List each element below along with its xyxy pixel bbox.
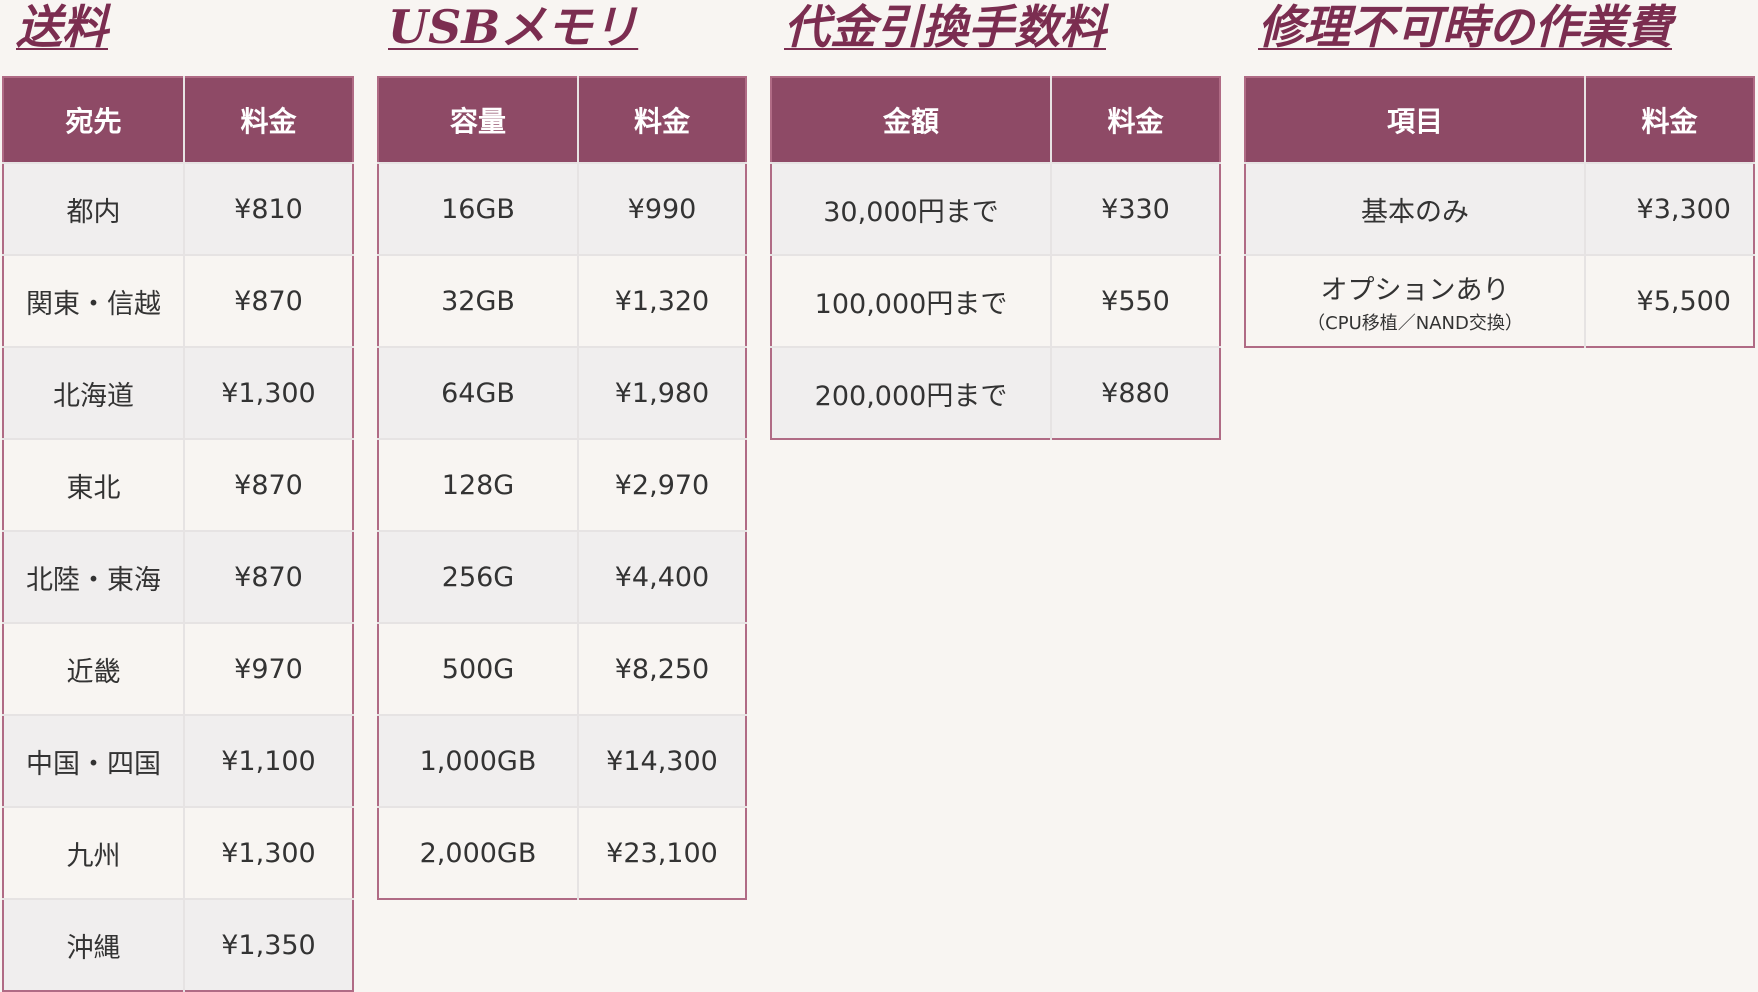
price-cell: ¥3,300 bbox=[1585, 162, 1754, 255]
table-row: 32GB ¥1,320 bbox=[378, 254, 746, 347]
price-cell: ¥1,300 bbox=[184, 806, 353, 899]
price-cell: ¥990 bbox=[578, 162, 746, 255]
table-row: 500G ¥8,250 bbox=[378, 622, 746, 715]
price-cell: ¥5,500 bbox=[1585, 254, 1754, 347]
column-header: 項目 bbox=[1245, 77, 1586, 163]
table-row: 1,000GB ¥14,300 bbox=[378, 714, 746, 807]
label-cell: 東北 bbox=[3, 438, 185, 531]
price-cell: ¥1,350 bbox=[184, 898, 353, 991]
repair-title: 修理不可時の作業費 bbox=[1258, 0, 1672, 54]
column-header: 金額 bbox=[771, 77, 1052, 163]
table-row: 128G ¥2,970 bbox=[378, 438, 746, 531]
label-cell: 100,000円まで bbox=[771, 254, 1052, 347]
label-cell: 関東・信越 bbox=[3, 254, 185, 347]
label-cell: 2,000GB bbox=[378, 806, 579, 899]
label-cell: 近畿 bbox=[3, 622, 185, 715]
table-row: 64GB ¥1,980 bbox=[378, 346, 746, 439]
table-row: 北陸・東海 ¥870 bbox=[3, 530, 353, 623]
price-cell: ¥1,300 bbox=[184, 346, 353, 439]
cod-table: 金額 料金 30,000円まで ¥330 100,000円まで ¥550 200,000円… bbox=[770, 76, 1221, 440]
table-row: 256G ¥4,400 bbox=[378, 530, 746, 623]
price-cell: ¥23,100 bbox=[578, 806, 746, 899]
table-row: 30,000円まで ¥330 bbox=[771, 162, 1220, 255]
price-cell: ¥4,400 bbox=[578, 530, 746, 623]
column-header: 料金 bbox=[184, 77, 353, 163]
cod-title: 代金引換手数料 bbox=[784, 0, 1106, 54]
table-row: 東北 ¥870 bbox=[3, 438, 353, 531]
price-cell: ¥970 bbox=[184, 622, 353, 715]
table-row: 九州 ¥1,300 bbox=[3, 806, 353, 899]
label-cell: 北陸・東海 bbox=[3, 530, 185, 623]
table-row: 中国・四国 ¥1,100 bbox=[3, 714, 353, 807]
item-label: 基本のみ bbox=[1361, 196, 1469, 228]
table-row: 都内 ¥810 bbox=[3, 162, 353, 255]
table-row: 基本のみ ¥3,300 bbox=[1245, 162, 1754, 255]
price-cell: ¥2,970 bbox=[578, 438, 746, 531]
price-cell: ¥870 bbox=[184, 530, 353, 623]
price-cell: ¥810 bbox=[184, 162, 353, 255]
label-cell: 1,000GB bbox=[378, 714, 579, 807]
table-row: 北海道 ¥1,300 bbox=[3, 346, 353, 439]
label-cell: 256G bbox=[378, 530, 579, 623]
price-cell: ¥880 bbox=[1051, 346, 1220, 439]
label-cell: 沖縄 bbox=[3, 898, 185, 991]
shipping-table: 宛先 料金 都内 ¥810 関東・信越 ¥870 北海道 ¥1,300 東北 ¥870 北陸・東海… bbox=[2, 76, 354, 992]
label-cell: 30,000円まで bbox=[771, 162, 1052, 255]
usb-table: 容量 料金 16GB ¥990 32GB ¥1,320 64GB ¥1,980 128G ¥2,… bbox=[377, 76, 747, 900]
price-cell: ¥550 bbox=[1051, 254, 1220, 347]
column-header: 料金 bbox=[578, 77, 746, 163]
table-row: 沖縄 ¥1,350 bbox=[3, 898, 353, 991]
label-cell: 九州 bbox=[3, 806, 185, 899]
label-cell: 64GB bbox=[378, 346, 579, 439]
table-row: 16GB ¥990 bbox=[378, 162, 746, 255]
column-header: 宛先 bbox=[3, 77, 185, 163]
price-cell: ¥8,250 bbox=[578, 622, 746, 715]
shipping-title: 送料 bbox=[16, 0, 108, 54]
item-note: （CPU移植／NAND交換） bbox=[1307, 312, 1523, 334]
price-cell: ¥1,100 bbox=[184, 714, 353, 807]
column-header: 料金 bbox=[1051, 77, 1220, 163]
price-cell: ¥14,300 bbox=[578, 714, 746, 807]
item-label: オプションあり bbox=[1320, 274, 1510, 306]
label-cell: 500G bbox=[378, 622, 579, 715]
table-row: 2,000GB ¥23,100 bbox=[378, 806, 746, 899]
repair-table: 項目 料金 基本のみ ¥3,300 オプションあり （CPU移植／NAND交換） ¥5,5… bbox=[1244, 76, 1755, 348]
label-cell: 北海道 bbox=[3, 346, 185, 439]
table-row: 200,000円まで ¥880 bbox=[771, 346, 1220, 439]
label-cell: 32GB bbox=[378, 254, 579, 347]
table-row: 近畿 ¥970 bbox=[3, 622, 353, 715]
column-header: 料金 bbox=[1585, 77, 1754, 163]
label-cell: オプションあり （CPU移植／NAND交換） bbox=[1245, 254, 1586, 347]
price-cell: ¥870 bbox=[184, 254, 353, 347]
label-cell: 16GB bbox=[378, 162, 579, 255]
column-header: 容量 bbox=[378, 77, 579, 163]
label-cell: 128G bbox=[378, 438, 579, 531]
price-cell: ¥870 bbox=[184, 438, 353, 531]
table-row: 関東・信越 ¥870 bbox=[3, 254, 353, 347]
label-cell: 都内 bbox=[3, 162, 185, 255]
price-cell: ¥1,320 bbox=[578, 254, 746, 347]
table-row: 100,000円まで ¥550 bbox=[771, 254, 1220, 347]
price-cell: ¥1,980 bbox=[578, 346, 746, 439]
label-cell: 中国・四国 bbox=[3, 714, 185, 807]
usb-title: USBメモリ bbox=[388, 0, 639, 54]
price-cell: ¥330 bbox=[1051, 162, 1220, 255]
table-row: オプションあり （CPU移植／NAND交換） ¥5,500 bbox=[1245, 254, 1754, 347]
label-cell: 200,000円まで bbox=[771, 346, 1052, 439]
label-cell: 基本のみ bbox=[1245, 162, 1586, 255]
